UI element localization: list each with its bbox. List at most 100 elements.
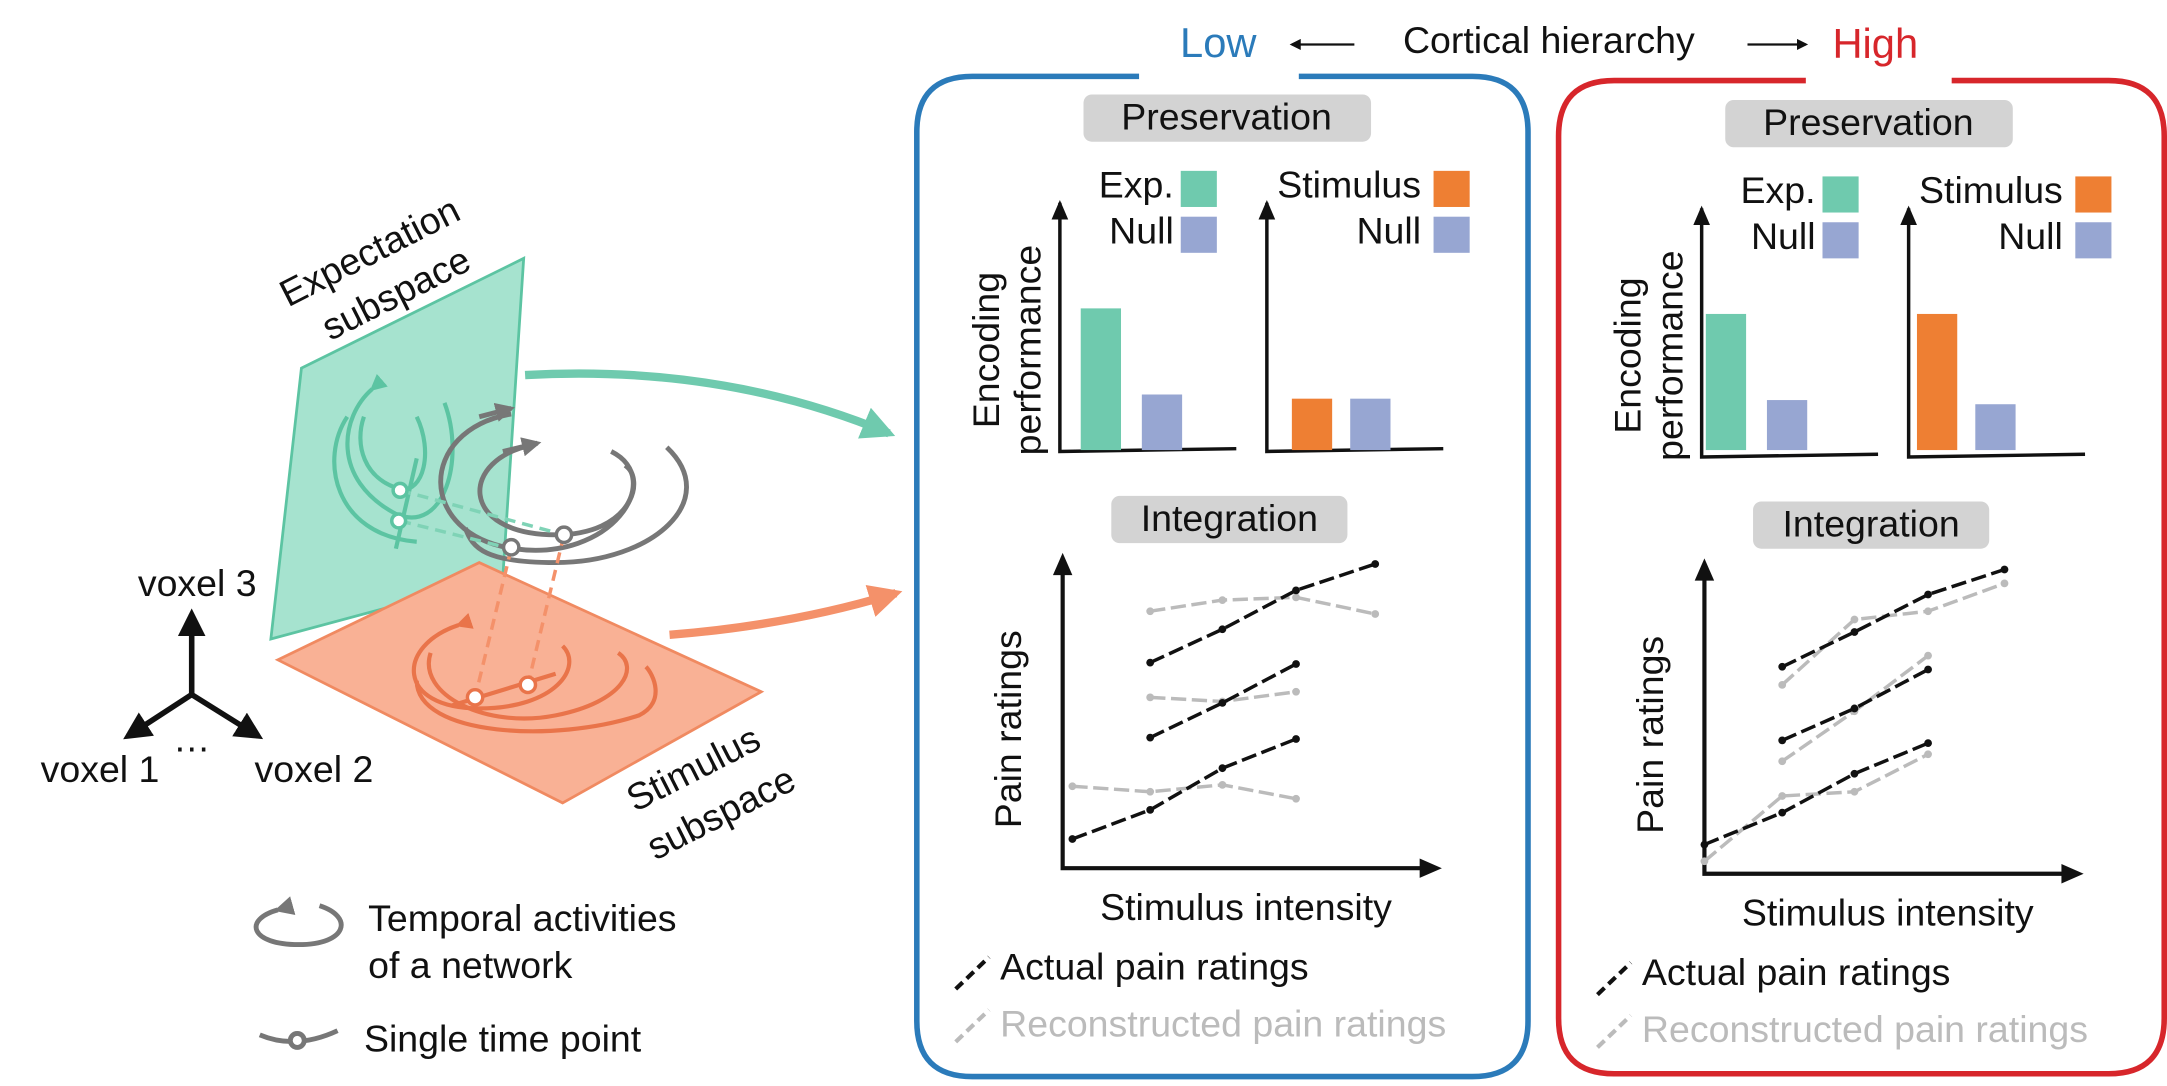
rating-point xyxy=(1146,693,1155,702)
rating-point xyxy=(1700,857,1709,866)
rating-point xyxy=(1850,769,1859,778)
section-box xyxy=(1753,501,1990,549)
section-title: Integration xyxy=(1141,497,1318,539)
legend-text: Null xyxy=(1751,215,1816,257)
rating-point xyxy=(1778,736,1787,745)
projection-lines xyxy=(399,488,566,698)
stimulus-arrow xyxy=(669,585,903,639)
stimulus-arcs xyxy=(411,612,658,734)
rating-line xyxy=(1149,562,1376,665)
axis-arrow xyxy=(1052,552,1073,576)
section-box xyxy=(1111,495,1348,544)
legend-text: Stimulus xyxy=(1919,169,2063,211)
bar xyxy=(1291,398,1333,451)
axis-arrow xyxy=(1051,200,1069,220)
legend-swatch xyxy=(1433,170,1470,207)
line-axis xyxy=(1060,558,1435,871)
time-points xyxy=(389,481,574,707)
rating-point xyxy=(1146,733,1155,742)
legend-swatch xyxy=(1822,176,1859,213)
voxel-dots: … xyxy=(173,718,211,760)
legend-text: Null xyxy=(1998,215,2063,257)
bar-axis xyxy=(1906,208,2086,459)
rating-line xyxy=(1149,662,1297,740)
legend-text: Null xyxy=(1356,209,1421,251)
axis-label: Pain ratings xyxy=(987,630,1029,828)
rating-point xyxy=(1778,680,1787,689)
legend-icon xyxy=(1596,961,1633,997)
legend-text: Null xyxy=(1109,209,1174,251)
legend-text: Exp. xyxy=(1741,169,1816,211)
legend-icon xyxy=(954,955,991,991)
bar xyxy=(1705,313,1747,451)
section-title: Preservation xyxy=(1763,101,1974,143)
rating-point xyxy=(1292,593,1300,602)
rating-point xyxy=(1700,840,1709,849)
rating-point xyxy=(1371,610,1380,618)
legend-swatch xyxy=(1822,222,1859,259)
rating-point xyxy=(1218,625,1227,634)
rating-line xyxy=(1072,783,1297,801)
rating-line xyxy=(1149,595,1376,616)
rating-point xyxy=(1146,787,1155,796)
rating-point xyxy=(1924,665,1932,674)
axis-arrow xyxy=(1900,205,1917,226)
legend-swatch xyxy=(2075,222,2112,259)
axis-arrow xyxy=(1419,858,1442,878)
axis-label: Stimulus intensity xyxy=(1742,891,2034,933)
rating-point xyxy=(1146,805,1155,814)
rating-point xyxy=(1068,835,1077,843)
high-label: High xyxy=(1832,20,1918,67)
rating-line xyxy=(1781,567,2006,669)
voxel-label: voxel 2 xyxy=(255,748,374,790)
section-box xyxy=(1725,100,2013,148)
rating-point xyxy=(1924,651,1932,660)
legend-text: Reconstructed pain ratings xyxy=(1642,1008,2088,1050)
rating-point xyxy=(1218,764,1227,773)
axis-label: Encoding xyxy=(1607,277,1649,433)
legend-text: Reconstructed pain ratings xyxy=(1000,1002,1446,1044)
rating-point xyxy=(1371,560,1380,568)
rating-point xyxy=(1218,698,1227,707)
rating-point xyxy=(1218,780,1227,789)
legend-swatch xyxy=(1180,216,1217,253)
rating-line xyxy=(1703,752,1929,863)
section-title: Integration xyxy=(1783,502,1960,544)
rating-point xyxy=(1292,687,1300,696)
axis-arrow xyxy=(1693,205,1710,226)
rating-line xyxy=(1781,581,2006,687)
legend-text: Exp. xyxy=(1099,163,1174,205)
bar xyxy=(1766,400,1808,451)
expectation-arrow xyxy=(524,369,896,439)
axis-label: performance xyxy=(1648,250,1690,461)
bar-axis xyxy=(1699,208,1879,459)
bar xyxy=(1975,404,2016,451)
bar xyxy=(1080,308,1122,451)
rating-point xyxy=(1778,792,1787,800)
rating-point xyxy=(1292,794,1300,803)
hierarchy-label: Cortical hierarchy xyxy=(1403,19,1695,61)
rating-point xyxy=(2000,565,2009,574)
legend-text: Actual pain ratings xyxy=(1000,945,1309,987)
bar xyxy=(1350,398,1391,451)
rating-point xyxy=(1292,660,1300,668)
subspace-diagram xyxy=(123,256,903,1050)
axis-arrow xyxy=(1258,200,1276,220)
rating-point xyxy=(1292,586,1300,595)
rating-point xyxy=(1850,615,1859,624)
legend-swatch xyxy=(1180,170,1217,207)
legend-icons xyxy=(253,896,344,1050)
rating-point xyxy=(1068,782,1077,791)
rating-point xyxy=(1850,787,1859,796)
voxel-label: voxel 3 xyxy=(138,562,257,604)
rating-point xyxy=(1292,735,1300,743)
rating-point xyxy=(1850,704,1859,713)
rating-point xyxy=(1924,590,1932,599)
rating-point xyxy=(1146,607,1155,616)
bar xyxy=(1141,394,1183,451)
low-label: Low xyxy=(1180,19,1257,66)
rating-point xyxy=(1778,808,1787,817)
rating-point xyxy=(1924,607,1932,616)
low-frame xyxy=(914,73,1531,1080)
